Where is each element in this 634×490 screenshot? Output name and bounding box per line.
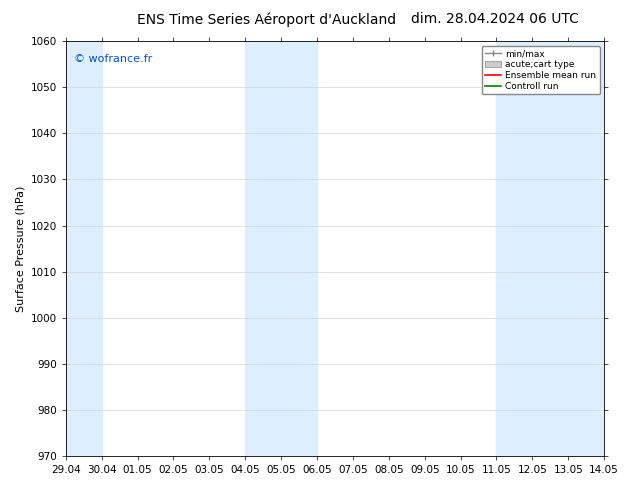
Text: dim. 28.04.2024 06 UTC: dim. 28.04.2024 06 UTC <box>411 12 578 26</box>
Bar <box>66 41 101 456</box>
Bar <box>245 41 317 456</box>
Text: ENS Time Series Aéroport d'Auckland: ENS Time Series Aéroport d'Auckland <box>137 12 396 27</box>
Bar <box>496 41 604 456</box>
Y-axis label: Surface Pressure (hPa): Surface Pressure (hPa) <box>15 185 25 312</box>
Text: © wofrance.fr: © wofrance.fr <box>74 54 152 64</box>
Legend: min/max, acute;cart type, Ensemble mean run, Controll run: min/max, acute;cart type, Ensemble mean … <box>482 46 600 95</box>
